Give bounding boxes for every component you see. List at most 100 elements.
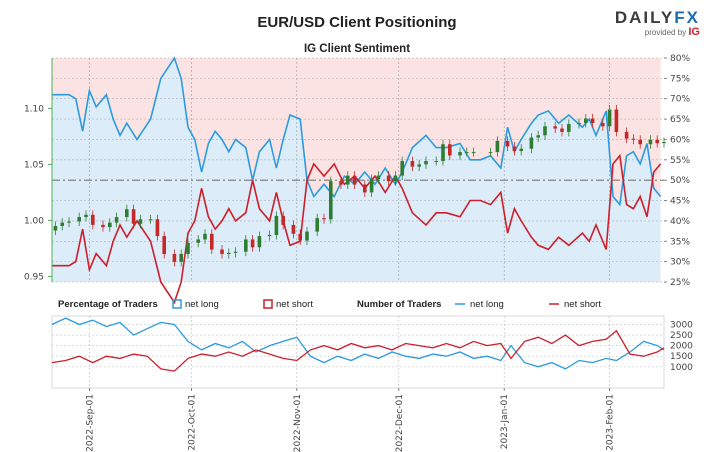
trader-count-frame — [51, 315, 665, 389]
candle-body — [346, 175, 350, 185]
candle-body — [298, 233, 302, 241]
ig-logo: IG — [688, 26, 700, 38]
price-candle — [560, 124, 564, 137]
candle-body — [210, 233, 214, 250]
price-candle — [274, 211, 279, 240]
candle-body — [529, 137, 534, 149]
price-candle — [543, 121, 547, 140]
candle-body — [305, 231, 309, 241]
price-candle — [53, 221, 58, 235]
sentiment-tick-label: 45% — [670, 197, 690, 207]
price-axis-ticks: 0.95 1.00 1.05 1.10 — [24, 104, 52, 282]
price-candle — [244, 234, 248, 257]
candle-body — [125, 209, 129, 218]
price-candle — [393, 171, 398, 186]
price-candle — [352, 171, 357, 190]
price-candle — [376, 171, 381, 184]
price-candle — [553, 121, 557, 134]
candle-body — [220, 249, 224, 254]
price-candle — [250, 234, 255, 252]
chart-title: EUR/USD Client Positioning — [257, 14, 456, 31]
candle-body — [465, 152, 469, 154]
candle-body — [363, 184, 367, 193]
candle-body — [138, 219, 143, 224]
price-candle — [488, 147, 493, 157]
price-candle — [179, 249, 183, 267]
sentiment-tick-label: 25% — [670, 278, 690, 288]
price-candle — [465, 147, 469, 157]
candle-body — [614, 109, 619, 132]
price-candle — [322, 213, 326, 224]
price-candle — [434, 156, 438, 166]
price-candle — [172, 249, 177, 267]
candle-body — [512, 146, 517, 151]
price-candle — [203, 229, 207, 244]
chart-subtitle: IG Client Sentiment — [304, 43, 410, 55]
price-candle — [607, 105, 612, 131]
candle-body — [631, 138, 636, 140]
price-candle — [512, 142, 517, 156]
price-candle — [196, 234, 200, 248]
net-short-sentiment-line — [52, 153, 662, 305]
price-candle — [233, 247, 238, 258]
net-long-count-line — [51, 317, 665, 370]
candle-body — [553, 126, 557, 129]
price-candle — [131, 204, 136, 229]
price-candle — [519, 144, 523, 156]
count-tick-label: 2000 — [670, 342, 693, 352]
candle-body — [339, 181, 343, 185]
legend-pct-long-label: net long — [185, 299, 219, 310]
legend-pct-short-swatch — [263, 299, 273, 309]
price-candle — [614, 105, 619, 137]
candle-body — [196, 239, 200, 243]
price-tick-label: 0.95 — [24, 272, 44, 282]
price-candle — [400, 156, 404, 181]
price-candle — [417, 159, 421, 172]
candle-body — [84, 214, 88, 218]
price-candle — [91, 210, 95, 230]
candle-body — [274, 215, 279, 235]
candle-body — [352, 175, 357, 185]
candle-body — [400, 161, 404, 176]
legend-percentage-title: Percentage of Traders — [58, 299, 158, 310]
candle-body — [91, 214, 95, 225]
net-long-area — [52, 58, 661, 282]
candle-body — [441, 144, 445, 162]
price-candle — [77, 212, 81, 226]
price-candle — [84, 210, 88, 222]
price-candle — [227, 248, 231, 259]
candle-body — [291, 224, 296, 234]
candle-body — [448, 144, 452, 156]
candle-body — [567, 124, 571, 132]
price-candle — [108, 218, 112, 232]
price-candle — [424, 156, 428, 169]
count-tick-label: 2500 — [670, 331, 693, 341]
price-candle — [267, 230, 272, 241]
candle-body — [108, 222, 112, 228]
candle-body — [543, 126, 547, 136]
price-candle — [471, 147, 476, 157]
candle-body — [267, 234, 272, 237]
date-tick-label: 2022-Sep-01 — [85, 394, 95, 452]
sentiment-tick-label: 50% — [670, 176, 690, 186]
candle-body — [624, 131, 629, 139]
price-candle — [220, 245, 224, 259]
sentiment-tick-label: 35% — [670, 237, 690, 247]
price-candle — [369, 174, 374, 197]
candle-body — [655, 139, 659, 144]
candle-body — [60, 222, 64, 226]
candle-body — [386, 175, 391, 182]
net-short-area — [52, 58, 661, 205]
net-short-count-line — [51, 329, 665, 372]
count-tick-label: 1000 — [670, 363, 693, 373]
price-candle — [655, 135, 659, 148]
date-tick-label: 2022-Oct-01 — [187, 394, 197, 451]
price-candle — [410, 156, 415, 172]
candle-body — [162, 236, 166, 254]
dailyfx-logo: DAILYFX provided by IG — [615, 8, 700, 38]
candle-body — [577, 122, 581, 125]
price-tick-label: 1.00 — [24, 216, 44, 226]
count-tick-label: 3000 — [670, 320, 693, 330]
price-candle — [448, 139, 452, 160]
candle-body — [148, 219, 153, 221]
